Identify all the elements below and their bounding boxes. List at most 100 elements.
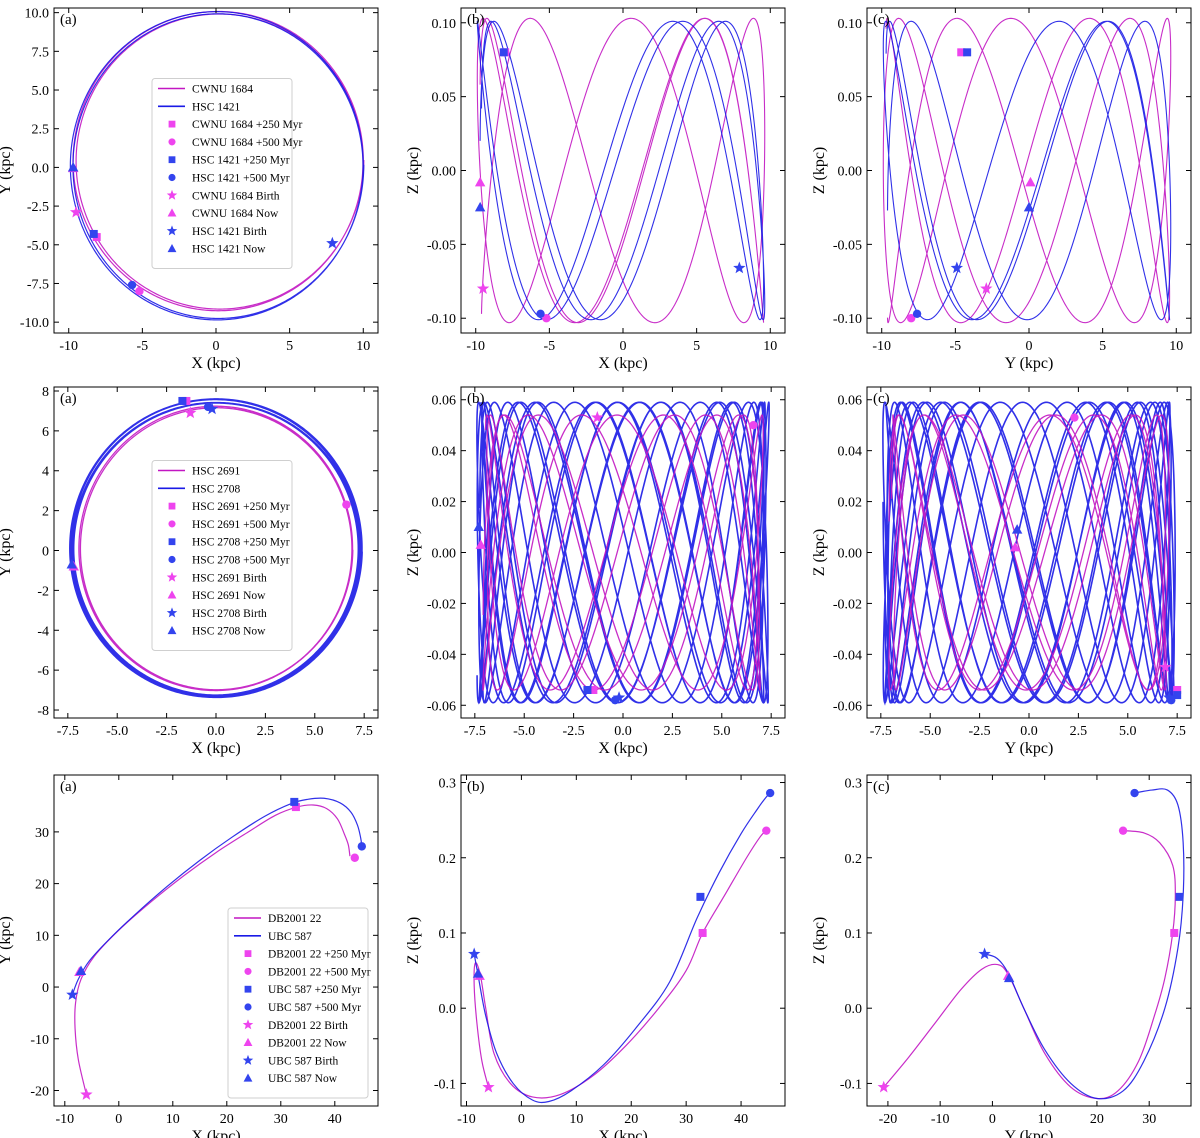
marker-square	[589, 685, 598, 694]
legend-label: UBC 587 Now	[268, 1073, 338, 1085]
orbit-lines	[882, 401, 1176, 706]
legend-label: HSC 2708 +500 Myr	[192, 555, 290, 567]
x-tick-label: -2.5	[563, 724, 585, 739]
marker-triangle	[1009, 541, 1021, 552]
legend-frame	[227, 907, 369, 1099]
y-tick-label: 6	[42, 425, 49, 440]
legend-label: HSC 2691 Now	[192, 590, 266, 602]
y-tick-label: 4	[42, 465, 49, 480]
orbit-lines	[476, 401, 770, 705]
chart-panel-2-1: -10 0 10 20 30 40 0.3 0.2 0.1 0.0 -0.1 X (kpc) Z (kp…	[405, 774, 786, 1138]
y-tick-label: 0.10	[838, 17, 863, 32]
y-tick-label: 0.00	[838, 165, 863, 180]
marker-star	[80, 1088, 93, 1100]
marker-circle	[749, 420, 758, 430]
panel-letter: (c)	[873, 12, 890, 28]
x-tick-label: -5	[137, 339, 149, 354]
orbit-lines	[69, 398, 363, 699]
legend-square-swatch	[168, 538, 176, 546]
panel-letter: (b)	[467, 391, 485, 407]
legend-label: DB2001 22 +500 Myr	[268, 966, 371, 978]
y-tick-label: -6	[37, 664, 49, 679]
y-tick-label: -0.04	[833, 648, 862, 663]
legend-circle-swatch	[244, 1003, 252, 1011]
x-tick-label: 30	[1142, 1112, 1156, 1127]
marker-star	[184, 406, 197, 419]
plot-frame	[460, 774, 786, 1107]
x-tick-label: 10	[763, 339, 777, 354]
orbit-lines	[71, 797, 363, 1095]
x-tick-label: 20	[220, 1112, 234, 1127]
panel-letter: (a)	[60, 391, 77, 407]
legend-label: HSC 2691	[192, 466, 240, 478]
y-axis-label: Z (kpc)	[811, 917, 828, 965]
x-tick-label: -7.5	[57, 724, 79, 739]
y-tick-label: -0.04	[427, 648, 456, 663]
marker-triangle	[1023, 201, 1035, 212]
marker-triangle	[1011, 524, 1023, 534]
marker-star	[205, 402, 219, 415]
y-tick-label: 0.1	[845, 927, 863, 942]
x-tick-label: -5.0	[106, 724, 128, 739]
chart-panel-2-0: -10 0 10 20 30 40 30 20 10 0 -10 -20 X (kpc) Y (kpc) (…	[0, 774, 379, 1138]
x-tick-label: 40	[734, 1112, 748, 1127]
y-tick-label: 0.0	[32, 161, 50, 176]
x-tick-label: -10	[931, 1112, 950, 1127]
legend: HSC 2691 HSC 2708 HSC 2691 +250 Myr HSC 269…	[151, 460, 293, 651]
orbit-line-blue	[69, 11, 365, 321]
legend-label: HSC 2708 Birth	[192, 608, 267, 620]
marker-triangle	[475, 539, 486, 549]
marker-triangle	[472, 968, 484, 978]
marker-star	[978, 947, 991, 960]
x-tick-label: -2.5	[969, 724, 991, 739]
legend-circle-swatch	[168, 520, 176, 528]
y-tick-label: 0.1	[439, 927, 457, 942]
y-tick-label: -2	[37, 584, 49, 599]
y-tick-label: -8	[37, 704, 49, 719]
legend-star-swatch	[166, 607, 178, 618]
orbit-markers	[67, 161, 339, 296]
orbit-line-blue	[476, 401, 770, 705]
orbit-line-pink	[476, 17, 766, 324]
chart-panel-2-2: -20 -10 0 10 20 30 0.3 0.2 0.1 0.0 -0.1 Y (kpc) Z (k…	[811, 774, 1192, 1138]
chart-panel-1-0: -7.5 -5.0 -2.5 0.0 2.5 5.0 7.5 8 6 4 2 0 -2 -4 -6 -8 X (…	[0, 385, 379, 757]
y-tick-label: -0.1	[434, 1077, 456, 1092]
orbit-line-pink	[882, 17, 1172, 324]
marker-circle	[135, 287, 144, 296]
x-tick-label: -2.5	[156, 724, 178, 739]
y-tick-label: 0.02	[432, 496, 457, 511]
marker-star	[326, 236, 339, 249]
x-tick-label: 30	[274, 1112, 288, 1127]
panel-letter: (c)	[873, 391, 890, 407]
legend-label: UBC 587 Birth	[268, 1055, 339, 1067]
x-tick-label: 10	[569, 1112, 583, 1127]
y-tick-label: 2.5	[32, 123, 50, 138]
legend: DB2001 22 UBC 587 DB2001 22 +250 Myr DB2001…	[227, 907, 371, 1099]
x-tick-label: 2.5	[664, 724, 682, 739]
y-axis-label: Z (kpc)	[405, 529, 422, 577]
y-tick-label: -0.05	[427, 238, 456, 253]
marker-square	[583, 685, 592, 694]
marker-circle	[1118, 826, 1128, 835]
x-tick-label: -5.0	[513, 724, 535, 739]
legend-label: CWNU 1684 Birth	[192, 190, 280, 202]
orbit-line-blue	[882, 401, 1176, 706]
orbit-line-blue	[882, 20, 1172, 321]
y-tick-label: -0.06	[833, 699, 862, 714]
y-tick-label: 7.5	[32, 45, 50, 60]
marker-square	[178, 396, 187, 405]
marker-star	[482, 1080, 495, 1093]
legend-label: HSC 1421 Birth	[192, 226, 267, 238]
marker-circle	[357, 842, 366, 851]
marker-triangle	[67, 161, 79, 172]
x-tick-label: -10	[59, 339, 78, 354]
marker-star	[591, 411, 604, 423]
x-tick-label: 10	[166, 1112, 180, 1127]
orbit-line-pink	[78, 405, 354, 692]
x-tick-label: 0	[518, 1112, 525, 1127]
y-tick-label: -4	[37, 624, 49, 639]
x-tick-label: 20	[1090, 1112, 1104, 1127]
x-tick-label: 5.0	[1119, 724, 1137, 739]
x-axis-label: X (kpc)	[191, 355, 240, 372]
marker-square	[89, 229, 98, 238]
